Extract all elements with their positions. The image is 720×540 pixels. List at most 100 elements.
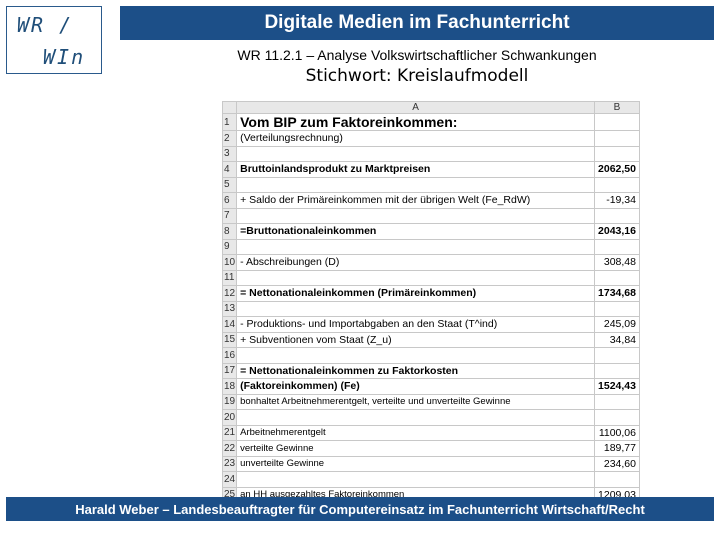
cell-a[interactable] <box>236 269 596 286</box>
row-number[interactable]: 21 <box>221 424 238 441</box>
row-number[interactable]: 8 <box>221 223 238 240</box>
table-row: 6 + Saldo der Primäreinkommen mit der übr… <box>221 192 640 209</box>
row-number[interactable]: 18 <box>221 378 238 395</box>
table-row: 8 =Bruttonationaleinkommen 2043,16 <box>221 223 640 240</box>
row-number[interactable]: 22 <box>221 440 238 457</box>
row-number[interactable]: 13 <box>221 300 238 317</box>
row-number[interactable]: 9 <box>221 238 238 255</box>
cell-b[interactable]: 34,84 <box>594 331 640 348</box>
row-number[interactable]: 11 <box>221 269 238 286</box>
cell-b[interactable] <box>594 145 640 162</box>
cell-b[interactable]: 245,09 <box>594 316 640 333</box>
cell-a[interactable]: Bruttoinlandsprodukt zu Marktpreisen <box>236 161 596 178</box>
row-number[interactable]: 1 <box>221 113 238 131</box>
cell-a[interactable]: Vom BIP zum Faktoreinkommen: <box>236 113 596 131</box>
table-row: 18 (Faktoreinkommen) (Fe) 1524,43 <box>221 378 640 395</box>
cell-a[interactable]: verteilte Gewinne <box>236 440 596 457</box>
cell-a[interactable] <box>236 347 596 364</box>
cell-b[interactable]: 1524,43 <box>594 378 640 395</box>
row-number[interactable]: 6 <box>221 192 238 209</box>
row-number[interactable]: 3 <box>221 145 238 162</box>
row-number[interactable]: 19 <box>221 393 238 410</box>
spreadsheet: A B 1 Vom BIP zum Faktoreinkommen: 2 (Verte… <box>221 101 640 503</box>
table-row: 12 = Nettonationaleinkommen (Primäreinkom… <box>221 285 640 302</box>
cell-a[interactable]: - Produktions- und Importabgaben an den … <box>236 316 596 333</box>
row-number[interactable]: 15 <box>221 331 238 348</box>
cell-b[interactable]: 1100,06 <box>594 424 640 441</box>
row-number[interactable]: 16 <box>221 347 238 364</box>
footer-banner: Harald Weber – Landesbeauftragter für Co… <box>6 497 714 521</box>
cell-b[interactable] <box>594 409 640 426</box>
cell-a[interactable]: + Subventionen vom Staat (Z_u) <box>236 331 596 348</box>
row-number[interactable]: 23 <box>221 455 238 472</box>
row-number[interactable]: 7 <box>221 207 238 224</box>
table-row: 7 <box>221 207 640 224</box>
cell-b[interactable] <box>594 207 640 224</box>
row-number[interactable]: 10 <box>221 254 238 271</box>
row-number[interactable]: 5 <box>221 176 238 193</box>
corner-cell[interactable] <box>221 101 238 114</box>
column-header-a[interactable]: A <box>236 101 596 114</box>
table-row: 4 Bruttoinlandsprodukt zu Marktpreisen 206… <box>221 161 640 178</box>
table-row: 2 (Verteilungsrechnung) <box>221 130 640 147</box>
cell-b[interactable]: 1734,68 <box>594 285 640 302</box>
cell-b[interactable] <box>594 130 640 147</box>
cell-a[interactable]: = Nettonationaleinkommen zu Faktorkosten <box>236 362 596 379</box>
table-row: 17 = Nettonationaleinkommen zu Faktorkost… <box>221 362 640 379</box>
column-header-b[interactable]: B <box>594 101 640 114</box>
table-row: 23 unverteilte Gewinne 234,60 <box>221 455 640 472</box>
cell-b[interactable] <box>594 238 640 255</box>
cell-a[interactable]: + Saldo der Primäreinkommen mit der übri… <box>236 192 596 209</box>
cell-b[interactable]: 2043,16 <box>594 223 640 240</box>
cell-a[interactable]: = Nettonationaleinkommen (Primäreinkomme… <box>236 285 596 302</box>
cell-b[interactable] <box>594 393 640 410</box>
table-row: 13 <box>221 300 640 317</box>
cell-a[interactable]: Arbeitnehmerentgelt <box>236 424 596 441</box>
table-row: 20 <box>221 409 640 426</box>
table-row: 1 Vom BIP zum Faktoreinkommen: <box>221 113 640 131</box>
cell-b[interactable]: 308,48 <box>594 254 640 271</box>
cell-b[interactable] <box>594 269 640 286</box>
cell-b[interactable] <box>594 362 640 379</box>
table-row: 22 verteilte Gewinne 189,77 <box>221 440 640 457</box>
table-row: 15 + Subventionen vom Staat (Z_u) 34,84 <box>221 331 640 348</box>
row-number[interactable]: 17 <box>221 362 238 379</box>
row-number[interactable]: 20 <box>221 409 238 426</box>
cell-a[interactable]: (Faktoreinkommen) (Fe) <box>236 378 596 395</box>
table-row: 21 Arbeitnehmerentgelt 1100,06 <box>221 424 640 441</box>
row-number[interactable]: 24 <box>221 471 238 488</box>
cell-b[interactable]: 189,77 <box>594 440 640 457</box>
cell-a[interactable]: unverteilte Gewinne <box>236 455 596 472</box>
table-row: 10- Abschreibungen (D) 308,48 <box>221 254 640 271</box>
table-row: 5 <box>221 176 640 193</box>
cell-b[interactable]: 234,60 <box>594 455 640 472</box>
cell-b[interactable]: -19,34 <box>594 192 640 209</box>
row-number[interactable]: 2 <box>221 130 238 147</box>
cell-b[interactable]: 2062,50 <box>594 161 640 178</box>
cell-a[interactable] <box>236 145 596 162</box>
table-row: 24 <box>221 471 640 488</box>
cell-a[interactable] <box>236 207 596 224</box>
cell-a[interactable] <box>236 238 596 255</box>
cell-b[interactable] <box>594 176 640 193</box>
cell-a[interactable]: bonhaltet Arbeitnehmerentgelt, verteilte… <box>236 393 596 410</box>
cell-b[interactable] <box>594 113 640 131</box>
cell-b[interactable] <box>594 300 640 317</box>
logo-line-1: WR / <box>17 13 74 37</box>
cell-a[interactable] <box>236 300 596 317</box>
row-number[interactable]: 14 <box>221 316 238 333</box>
logo: WR / WIn <box>6 6 102 74</box>
row-number[interactable]: 4 <box>221 161 238 178</box>
cell-a[interactable]: - Abschreibungen (D) <box>236 254 596 271</box>
column-header-row: A B <box>221 101 640 114</box>
cell-a[interactable]: =Bruttonationaleinkommen <box>236 223 596 240</box>
cell-b[interactable] <box>594 347 640 364</box>
cell-a[interactable] <box>236 176 596 193</box>
cell-a[interactable] <box>236 471 596 488</box>
footer-text: Harald Weber – Landesbeauftragter für Co… <box>75 501 645 517</box>
cell-b[interactable] <box>594 471 640 488</box>
cell-a[interactable] <box>236 409 596 426</box>
row-number[interactable]: 12 <box>221 285 238 302</box>
cell-a[interactable]: (Verteilungsrechnung) <box>236 130 596 147</box>
table-row: 3 <box>221 145 640 162</box>
